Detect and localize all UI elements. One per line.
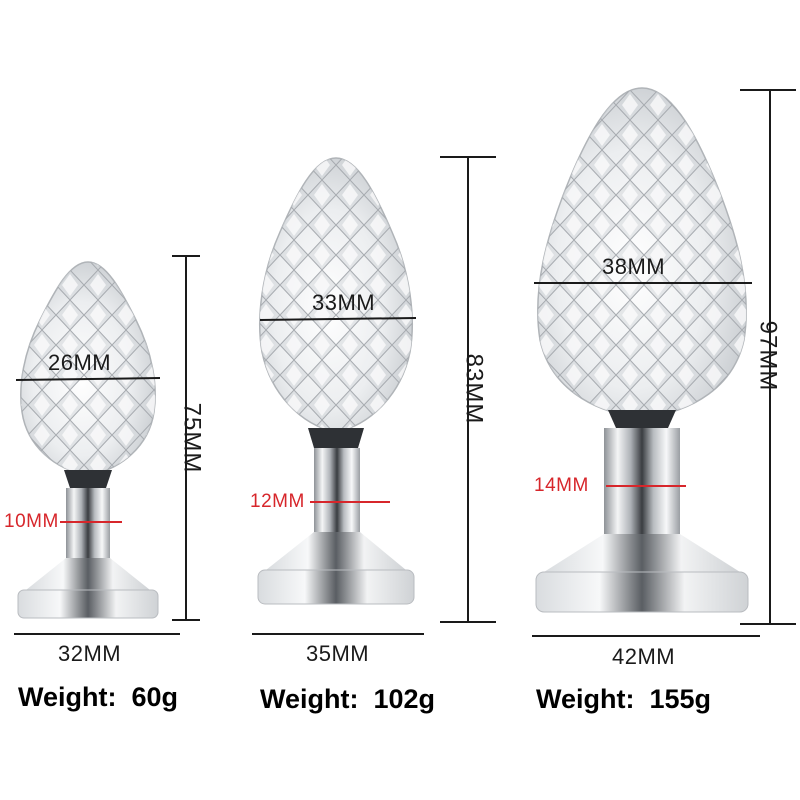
dimension-lines-medium: [252, 156, 496, 635]
head-width-label-large: 38MM: [602, 254, 666, 279]
base-width-label-small: 32MM: [58, 641, 122, 666]
weight-value: 102g: [373, 684, 436, 714]
weight-value: 155g: [649, 684, 712, 714]
plug-small: [17, 261, 159, 619]
weight-large: Weight: 155g: [536, 684, 711, 715]
length-label-small: 75MM: [178, 402, 206, 474]
plug-large: [535, 87, 749, 613]
dimension-lines-small: [14, 255, 200, 635]
weight-label: Weight:: [536, 684, 635, 714]
plug-medium: [257, 157, 415, 605]
neck-width-label-large: 14MM: [534, 475, 589, 496]
head-width-label-small: 26MM: [48, 350, 112, 375]
weight-small: Weight: 60g: [18, 682, 178, 713]
weight-value: 60g: [131, 682, 179, 712]
weight-label: Weight:: [260, 684, 359, 714]
weight-label: Weight:: [18, 682, 117, 712]
neck-width-label-small: 10MM: [4, 511, 59, 532]
base-width-label-large: 42MM: [612, 644, 676, 669]
base-width-label-medium: 35MM: [306, 641, 370, 666]
head-width-label-medium: 33MM: [312, 290, 376, 315]
neck-width-label-medium: 12MM: [250, 491, 305, 512]
length-label-medium: 83MM: [460, 353, 488, 425]
weight-medium: Weight: 102g: [260, 684, 435, 715]
length-label-large: 97MM: [754, 320, 782, 392]
dimension-lines-large: [532, 89, 796, 637]
